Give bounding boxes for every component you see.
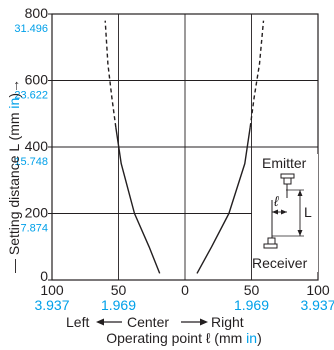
plot-border (51, 13, 319, 281)
y-tick-label-inch: 23.622 (14, 90, 48, 102)
y-tick-label: 600 (25, 72, 49, 88)
curve-left-solid (115, 126, 161, 274)
y-tick-label: 0 (40, 268, 48, 284)
inset-l-symbol: ℓ (273, 193, 279, 209)
x-tick-label: 50 (244, 282, 260, 298)
tick-labels: 02007.87440015.74860023.62280031.4961003… (14, 5, 334, 313)
inset-L-symbol: L (304, 204, 312, 220)
dim-l-arrow-left (272, 209, 278, 215)
x-tick-label-inch: 1.969 (234, 297, 269, 313)
x-axis-label: Operating point ℓ (mm in) (106, 330, 262, 346)
y-axis-label: — Setting distance L (mm in)→ (6, 79, 22, 273)
y-tick-label-inch: 15.748 (14, 156, 48, 168)
x-tick-label: 50 (111, 282, 127, 298)
curve-right-dashed (249, 20, 265, 128)
inset-receiver-label: Receiver (252, 255, 308, 271)
y-axis-label-unit: in (6, 98, 22, 109)
direction-right-label: Right (211, 314, 244, 330)
direction-left-label: Left (66, 314, 89, 330)
y-tick-label: 800 (25, 5, 49, 21)
x-tick-label: 100 (306, 282, 330, 298)
direction-center-label: Center (127, 314, 169, 330)
y-axis-arrow: → (6, 79, 22, 93)
y-axis-label-prefix: — Setting distance L (mm (6, 109, 22, 273)
curve-left-dashed (104, 20, 117, 128)
curve-right-solid (196, 126, 251, 274)
inset-emitter-label: Emitter (262, 155, 307, 171)
x-tick-label: 0 (181, 282, 189, 298)
x-axis-label-unit: in (246, 330, 257, 346)
x-axis-label-prefix: Operating point ℓ (mm (106, 330, 246, 346)
dim-L-arrow-top (297, 190, 303, 196)
x-axis-label-suffix: ) (257, 330, 262, 346)
y-tick-label-inch: 7.874 (20, 223, 48, 235)
curve-layer (104, 20, 265, 274)
right-arrow (181, 318, 208, 326)
x-tick-label: 100 (40, 282, 64, 298)
y-tick-label-inch: 31.496 (14, 23, 48, 35)
x-tick-label-inch: 1.969 (101, 297, 136, 313)
dim-l-arrow-right (281, 209, 287, 215)
y-tick-label: 200 (25, 205, 49, 221)
plot-frame (48, 13, 319, 281)
left-arrow (96, 318, 122, 326)
x-tick-label-inch: 3.937 (300, 297, 334, 313)
x-tick-label-inch: 3.937 (34, 297, 69, 313)
dim-L-arrow-bottom (297, 230, 303, 236)
y-axis-label-suffix: ) (6, 93, 22, 98)
y-tick-label: 400 (25, 138, 49, 154)
receiver-icon (263, 237, 278, 249)
inset-diagram: Emitter L ℓ Receiver (252, 154, 318, 272)
